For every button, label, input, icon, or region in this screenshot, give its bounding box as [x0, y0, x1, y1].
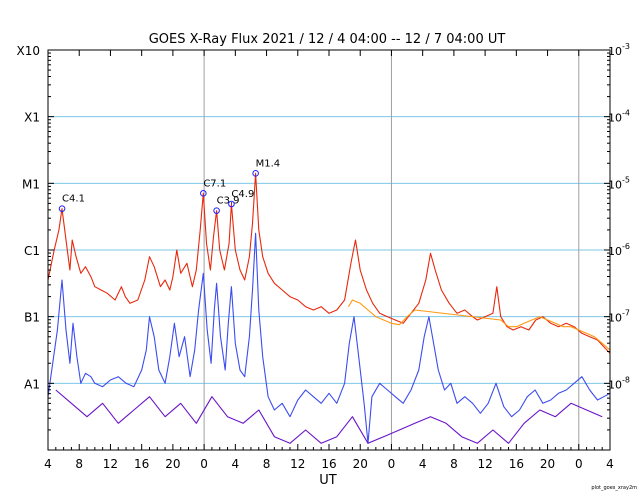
- flare-label: M1.4: [256, 158, 281, 169]
- y-class-label: X10: [17, 44, 41, 58]
- y-power-label: 10-3: [608, 42, 630, 58]
- x-tick-label: 12: [103, 457, 118, 471]
- x-tick-label: 4: [419, 457, 427, 471]
- y-class-label: X1: [24, 111, 40, 125]
- flare-label: C3.9: [217, 196, 240, 207]
- y-class-label: B1: [24, 311, 40, 325]
- x-tick-label: 4: [232, 457, 240, 471]
- flare-label: C4.9: [231, 189, 254, 200]
- axis-layer: 4 8 12 16 20 0 4 8 12 16 20 0 4 8 12 16 20 0 4 X10 X1 M1 C1 B1 A…: [17, 42, 630, 471]
- y-power-exponent: -4: [622, 109, 630, 118]
- y-power-exponent: -3: [622, 42, 630, 51]
- series-layer: [47, 172, 611, 444]
- y-power-base: 10: [608, 378, 622, 391]
- x-tick-label: 16: [134, 457, 149, 471]
- y-power-label: 10-6: [608, 242, 630, 258]
- flare-marker: [213, 207, 220, 214]
- x-tick-label: 0: [575, 457, 583, 471]
- x-tick-label: 4: [606, 457, 614, 471]
- series-line-3: [47, 232, 611, 444]
- y-power-label: 10-7: [608, 309, 630, 325]
- y-power-label: 10-4: [608, 109, 630, 125]
- grid-layer: [48, 50, 610, 450]
- flare-label: C4.1: [62, 194, 85, 205]
- x-tick-label: 20: [353, 457, 368, 471]
- y-power-base: 10: [608, 245, 622, 258]
- y-class-label: C1: [24, 244, 40, 258]
- x-tick-label: 0: [388, 457, 396, 471]
- x-tick-label: 8: [450, 457, 458, 471]
- x-tick-label: 20: [540, 457, 555, 471]
- flare-marker: [228, 200, 235, 208]
- x-tick-label: 8: [263, 457, 271, 471]
- x-tick-label: 12: [477, 457, 492, 471]
- y-class-label: A1: [24, 377, 40, 391]
- series-line-1: [47, 172, 611, 354]
- flare-marker: [58, 205, 66, 212]
- x-tick-label: 20: [165, 457, 180, 471]
- y-power-base: 10: [608, 45, 622, 58]
- y-power-label: 10-5: [608, 175, 630, 191]
- x-tick-label: 8: [75, 457, 83, 471]
- x-tick-label: 16: [509, 457, 524, 471]
- series-line-4: [55, 389, 603, 444]
- x-tick-label: 0: [200, 457, 208, 471]
- y-power-label: 10-8: [608, 375, 630, 391]
- y-power-exponent: -8: [622, 375, 630, 384]
- y-class-label: M1: [22, 177, 40, 191]
- series-line-2: [348, 299, 611, 351]
- y-power-base: 10: [608, 312, 622, 325]
- flare-marker: [252, 170, 259, 177]
- chart-title: GOES X-Ray Flux 2021 / 12 / 4 04:00 -- 1…: [149, 32, 506, 47]
- y-power-exponent: -6: [622, 242, 630, 251]
- x-tick-label: 4: [44, 457, 52, 471]
- flare-label: C7.1: [203, 178, 226, 189]
- annotation-layer: C4.1 C7.1 C3.9C4.9 M1.4: [58, 158, 281, 214]
- x-axis-label: UT: [319, 473, 337, 488]
- y-power-base: 10: [608, 112, 622, 125]
- footer-credit: plot_goes_xray2m: [591, 485, 637, 491]
- x-tick-label: 12: [290, 457, 305, 471]
- y-power-exponent: -5: [622, 175, 630, 184]
- y-power-exponent: -7: [622, 309, 630, 318]
- y-power-base: 10: [608, 178, 622, 191]
- x-tick-label: 16: [321, 457, 336, 471]
- flare-marker: [200, 190, 207, 197]
